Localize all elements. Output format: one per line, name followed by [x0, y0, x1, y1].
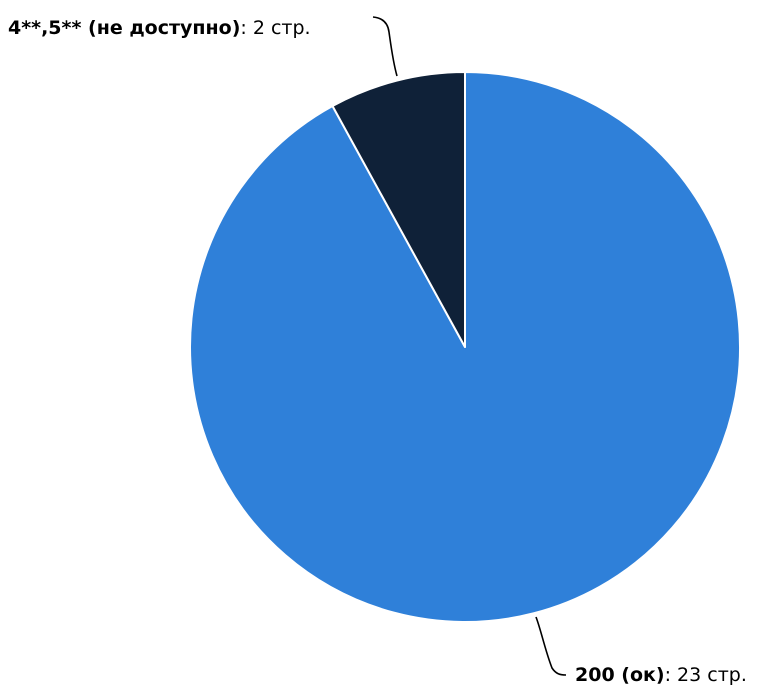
pie-slices	[189, 71, 741, 623]
leader-line-4xx-5xx	[372, 16, 398, 77]
label-separator: :	[240, 17, 252, 39]
slice-label-200-name: 200 (ок)	[575, 664, 665, 686]
slice-label-4xx-5xx: 4**,5** (не доступно): 2 стр.	[8, 17, 311, 39]
slice-label-4xx-5xx-name: 4**,5** (не доступно)	[8, 17, 240, 39]
slice-value-4xx-5xx: 2 стр.	[253, 17, 311, 39]
slice-label-200: 200 (ок): 23 стр.	[575, 664, 747, 686]
pie-slice-4xx-5xx	[331, 71, 466, 348]
label-separator: :	[665, 664, 677, 686]
leader-line-200	[535, 616, 567, 676]
slice-value-200: 23 стр.	[677, 664, 747, 686]
